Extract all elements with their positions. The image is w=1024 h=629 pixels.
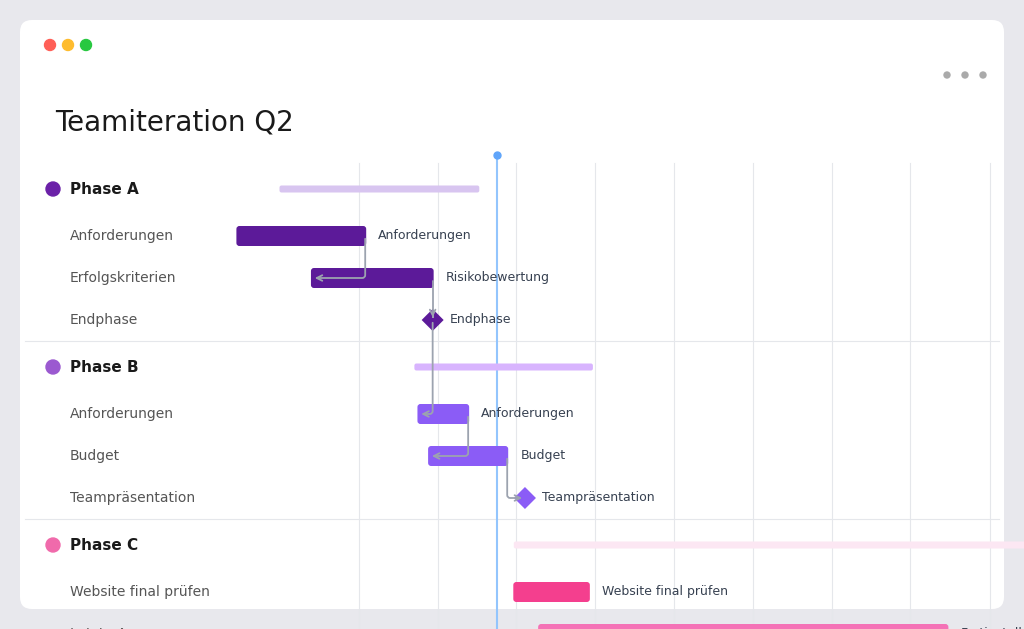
- Text: Endphase: Endphase: [70, 313, 138, 327]
- Text: Anforderungen: Anforderungen: [378, 230, 472, 243]
- Text: Budget: Budget: [520, 450, 565, 462]
- FancyBboxPatch shape: [415, 364, 593, 370]
- Text: Fertigstellung: Fertigstellung: [961, 628, 1024, 629]
- Text: Erfolgskriterien: Erfolgskriterien: [70, 271, 176, 285]
- FancyBboxPatch shape: [311, 268, 433, 288]
- FancyBboxPatch shape: [20, 20, 1004, 609]
- Circle shape: [962, 72, 968, 78]
- Text: Endphase: Endphase: [450, 313, 511, 326]
- Text: Phase A: Phase A: [70, 182, 138, 196]
- Text: Teampräsentation: Teampräsentation: [70, 491, 196, 505]
- Text: Teampräsentation: Teampräsentation: [542, 491, 654, 504]
- FancyBboxPatch shape: [237, 226, 367, 246]
- Text: Anforderungen: Anforderungen: [481, 408, 574, 421]
- Text: Teamiteration Q2: Teamiteration Q2: [55, 108, 294, 136]
- Text: Risikobewertung: Risikobewertung: [445, 272, 550, 284]
- Text: Website final prüfen: Website final prüfen: [602, 586, 728, 599]
- FancyBboxPatch shape: [428, 446, 508, 466]
- Text: Letzte Anpassungen: Letzte Anpassungen: [70, 627, 211, 629]
- FancyBboxPatch shape: [514, 542, 1024, 548]
- Text: Phase B: Phase B: [70, 360, 138, 374]
- FancyBboxPatch shape: [280, 186, 479, 192]
- Circle shape: [81, 40, 91, 50]
- Text: Budget: Budget: [70, 449, 120, 463]
- Circle shape: [46, 182, 60, 196]
- FancyBboxPatch shape: [418, 404, 469, 424]
- Text: Anforderungen: Anforderungen: [70, 407, 174, 421]
- Polygon shape: [422, 309, 443, 331]
- Circle shape: [46, 360, 60, 374]
- Circle shape: [44, 40, 55, 50]
- FancyBboxPatch shape: [539, 624, 948, 629]
- Polygon shape: [514, 487, 536, 509]
- Circle shape: [944, 72, 950, 78]
- Circle shape: [46, 538, 60, 552]
- FancyBboxPatch shape: [513, 582, 590, 602]
- Circle shape: [980, 72, 986, 78]
- Text: Website final prüfen: Website final prüfen: [70, 585, 210, 599]
- Text: Anforderungen: Anforderungen: [70, 229, 174, 243]
- Circle shape: [62, 40, 74, 50]
- Text: Phase C: Phase C: [70, 538, 138, 552]
